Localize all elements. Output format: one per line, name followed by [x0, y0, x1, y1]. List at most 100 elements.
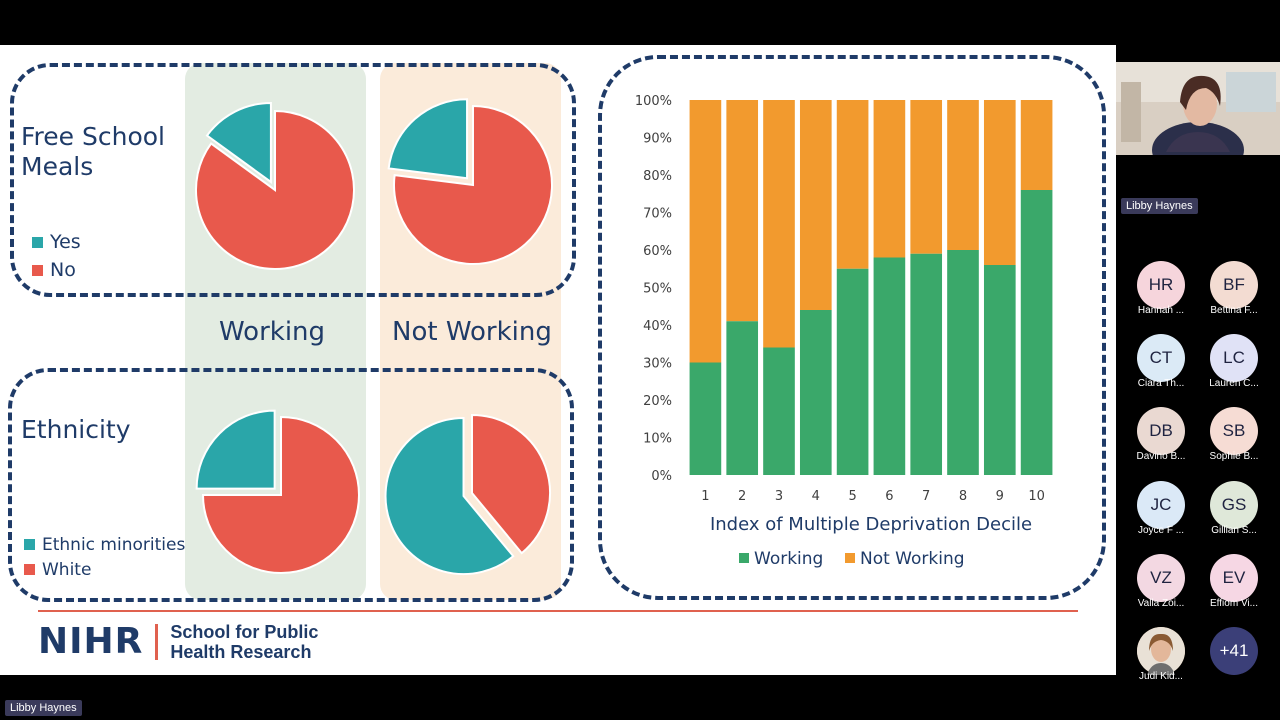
participant-avatar[interactable]: DB: [1137, 407, 1185, 456]
x-tick-label: 4: [812, 489, 820, 504]
fsm-legend-yes-label: Yes: [50, 231, 81, 253]
bar-not-working: [726, 100, 759, 322]
ethnicity-title: Ethnicity: [21, 415, 131, 444]
speaker-video-frame: [1116, 62, 1280, 155]
x-tick-label: 2: [738, 489, 746, 504]
fsm-legend-no: No: [32, 256, 81, 284]
school-name-line2: Health Research: [170, 641, 312, 662]
participant-avatar[interactable]: EV: [1210, 553, 1258, 602]
legend-swatch: [845, 553, 855, 563]
participant-avatar[interactable]: VZ: [1137, 553, 1185, 602]
bar-not-working: [947, 100, 979, 250]
not-working-column-label: Not Working: [392, 317, 552, 347]
participant-avatar[interactable]: [1137, 627, 1185, 675]
legend-label: Working: [754, 549, 823, 569]
fsm-working-pie-slice-b: [195, 109, 355, 270]
y-tick-label: 10%: [643, 432, 672, 447]
participant-avatar[interactable]: SB: [1210, 407, 1258, 456]
nihr-wordmark: NIHR: [38, 621, 144, 662]
ethnicity-legend-minorities-label: Ethnic minorities: [42, 534, 186, 555]
ethnicity-working-pie: [195, 409, 360, 574]
speaker-name-tag: Libby Haynes: [1121, 198, 1198, 214]
y-tick-label: 20%: [643, 394, 672, 409]
participant-avatar[interactable]: +41: [1210, 627, 1258, 675]
participant-name: Davino B...: [1136, 451, 1186, 463]
fsm-legend-no-label: No: [50, 259, 76, 281]
y-tick-label: 90%: [643, 132, 672, 147]
bar-working: [1020, 190, 1053, 475]
fsm-title: Free School Meals: [21, 122, 165, 182]
y-tick-label: 40%: [643, 319, 672, 334]
ethnicity-not-working-pie: [384, 413, 551, 575]
fsm-title-line1: Free School: [21, 122, 165, 151]
bar-not-working: [689, 100, 722, 363]
bar-not-working: [836, 100, 869, 269]
x-tick-label: 6: [885, 489, 893, 504]
fsm-not-working-pie-slice-a: [387, 98, 469, 180]
y-tick-label: 70%: [643, 207, 672, 222]
bar-chart-legend: Working Not Working: [739, 549, 965, 569]
fsm-not-working-pie-slice-b: [393, 104, 553, 265]
x-tick-label: 1: [701, 489, 709, 504]
participant-name: Lauren C...: [1209, 378, 1259, 390]
participant-name: Sophie B...: [1209, 451, 1259, 463]
bar-working: [689, 362, 722, 475]
speaker-video[interactable]: [1116, 62, 1280, 155]
ethnicity-working-pie-slice-a: [195, 409, 276, 490]
ethnicity-legend-white-label: White: [42, 559, 92, 580]
fsm-box: [10, 63, 576, 297]
bar-working: [799, 310, 832, 475]
y-tick-label: 100%: [635, 94, 672, 109]
participant-avatar[interactable]: HR: [1137, 261, 1185, 309]
school-name: School for Public Health Research: [170, 622, 318, 662]
bar-working: [836, 268, 869, 475]
participant-photo: [1137, 627, 1185, 675]
ethnicity-box: [8, 368, 574, 602]
participant-name: Hannah ...: [1137, 305, 1185, 316]
participant-name: Gillian S...: [1211, 524, 1257, 536]
x-tick-label: 10: [1028, 489, 1045, 504]
ethnicity-working-pie-slice-b: [201, 415, 360, 574]
chart-box: [598, 55, 1106, 600]
y-tick-label: 60%: [643, 244, 672, 259]
participant-avatar[interactable]: CT: [1137, 334, 1185, 383]
x-tick-label: 7: [922, 489, 930, 504]
fsm-legend: Yes No: [32, 228, 81, 284]
legend-swatch: [739, 553, 749, 563]
participant-name: Effiom Vi...: [1210, 597, 1258, 609]
participant-name: Valla Zoi...: [1137, 597, 1185, 609]
working-column-label: Working: [219, 317, 326, 347]
bar-working: [873, 257, 906, 475]
bar-working: [983, 265, 1016, 475]
y-tick-label: 80%: [643, 169, 672, 184]
bar-working: [726, 321, 759, 475]
participant-avatar[interactable]: BF: [1210, 261, 1258, 309]
bar-not-working: [873, 100, 906, 258]
participant-avatar[interactable]: JC: [1137, 480, 1185, 529]
ethnicity-not-working-pie-slice-b: [471, 413, 551, 555]
y-tick-label: 0%: [651, 469, 672, 484]
ethnicity-legend-minorities: Ethnic minorities: [24, 532, 185, 557]
ethnicity-legend-white: White: [24, 557, 185, 582]
fsm-legend-yes: Yes: [32, 228, 81, 256]
fsm-working-pie-slice-a: [205, 101, 272, 184]
participant-avatar[interactable]: GS: [1210, 480, 1258, 529]
y-tick-label: 50%: [643, 282, 672, 297]
footer-divider: [38, 610, 1078, 612]
fsm-title-line2: Meals: [21, 152, 94, 181]
stacked-bar-chart: 0% 10% 20% 30% 40% 50% 60% 70% 80% 90% 100% 1 2 3 4 5 6 7…: [635, 94, 1053, 569]
bar-working: [763, 347, 795, 475]
x-axis-label: Index of Multiple Deprivation Decile: [710, 514, 1032, 535]
presentation-slide: Free School Meals Yes No Working Not Wor…: [0, 45, 1116, 675]
bar-working: [910, 253, 943, 475]
x-tick-label: 8: [959, 489, 967, 504]
ethnicity-not-working-pie-slice-a: [384, 417, 515, 575]
y-tick-label: 30%: [643, 357, 672, 372]
participant-name: Joyce F ...: [1137, 524, 1185, 536]
bar-not-working: [763, 100, 795, 348]
ethnicity-legend: Ethnic minorities White: [24, 532, 185, 582]
bar-not-working: [910, 100, 943, 254]
participant-avatar[interactable]: LC: [1210, 334, 1258, 383]
nihr-logo: NIHR School for Public Health Research: [38, 621, 318, 662]
logo-divider: [155, 623, 159, 660]
